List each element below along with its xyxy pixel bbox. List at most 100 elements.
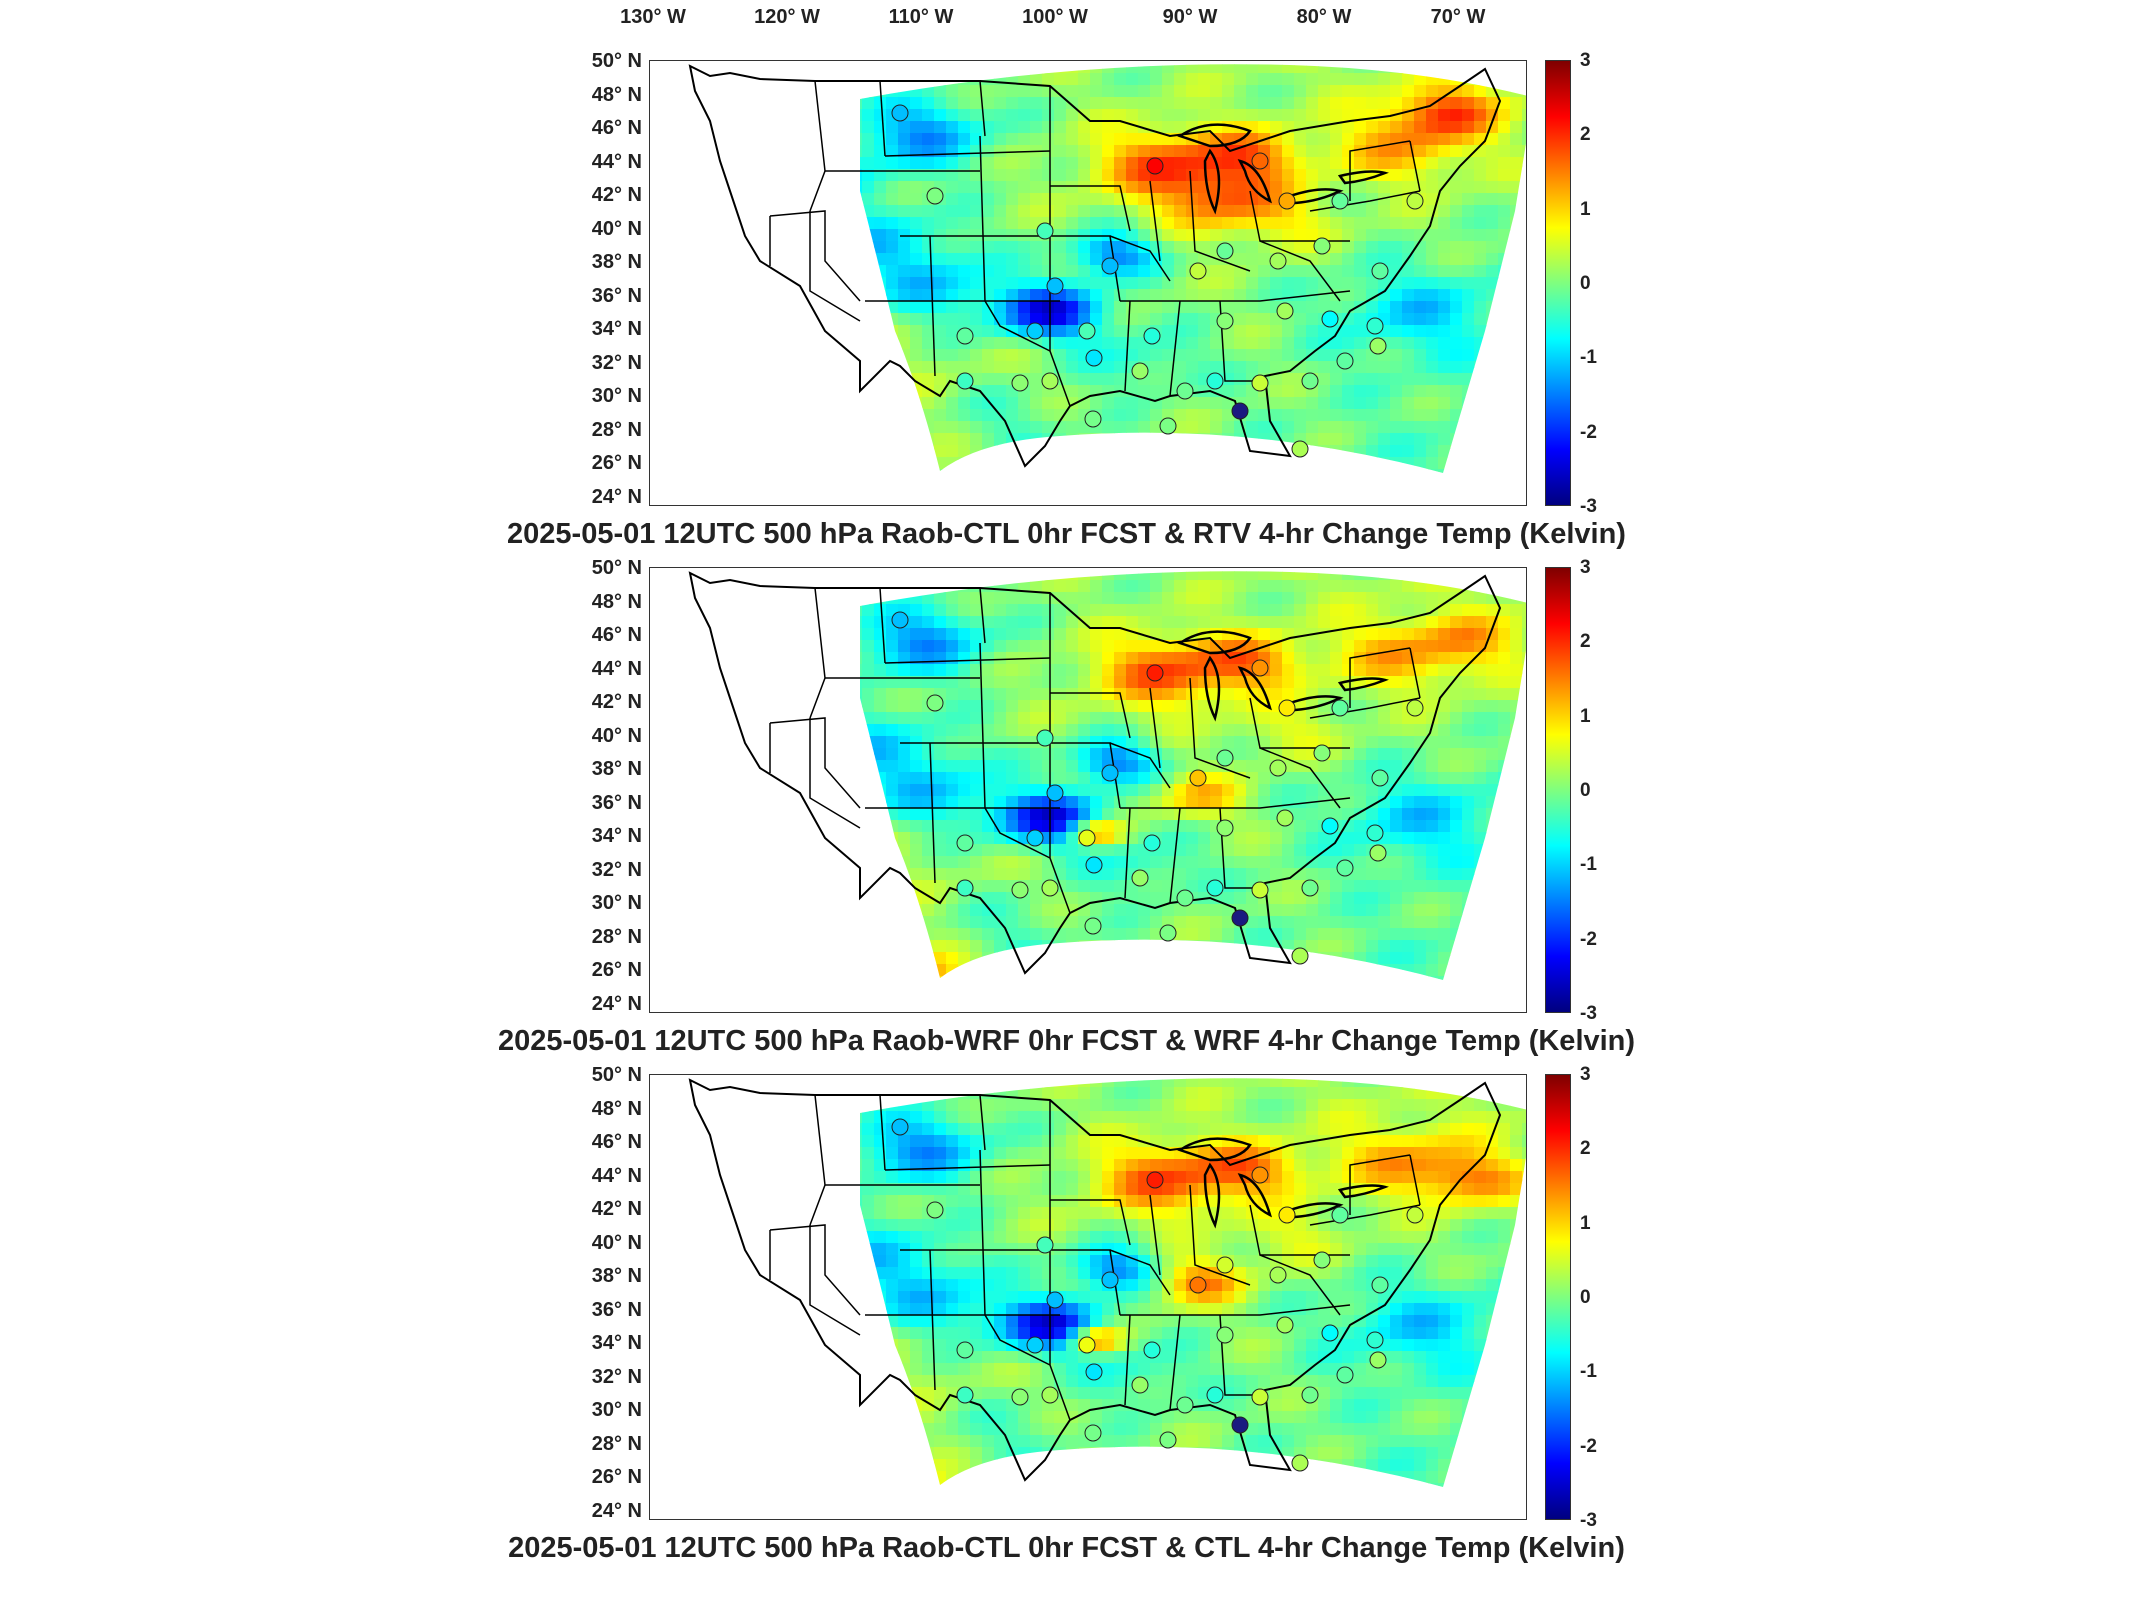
raob-station-marker — [1251, 659, 1269, 677]
colorbar-tick-label: -2 — [1580, 421, 1597, 443]
lat-label: 44° N — [591, 657, 642, 680]
raob-station-marker — [1231, 909, 1249, 927]
great-lake — [1237, 1173, 1272, 1218]
raob-station-marker — [1276, 809, 1294, 827]
raob-station-marker — [926, 1201, 944, 1219]
panel-title: 2025-05-01 12UTC 500 hPa Raob-WRF 0hr FC… — [497, 1025, 1636, 1057]
lat-label: 26° N — [591, 452, 642, 475]
lat-label: 32° N — [591, 1365, 642, 1388]
raob-station-marker — [1216, 749, 1234, 767]
state-border — [884, 657, 1051, 664]
lat-label: 30° N — [591, 892, 642, 915]
great-lake — [1287, 695, 1344, 712]
great-lake — [1337, 1184, 1389, 1199]
great-lake — [1203, 1162, 1221, 1229]
raob-station-marker — [1331, 699, 1349, 717]
lat-label: 30° N — [591, 1399, 642, 1422]
raob-station-marker — [926, 694, 944, 712]
lat-label: 40° N — [591, 1231, 642, 1254]
lon-label: 100° W — [1022, 6, 1088, 28]
raob-station-marker — [1366, 317, 1384, 335]
lat-label: 32° N — [591, 858, 642, 881]
raob-station-marker — [1321, 310, 1339, 328]
great-lake — [1177, 630, 1252, 655]
state-border — [1259, 1254, 1341, 1316]
lat-label: 44° N — [591, 1164, 642, 1187]
great-lake — [1237, 666, 1272, 711]
state-border — [1109, 1249, 1171, 1296]
raob-station-marker — [1011, 881, 1029, 899]
great-lake — [1203, 148, 1221, 215]
lat-label: 50° N — [591, 557, 642, 579]
colorbar-tick-label: -2 — [1580, 928, 1597, 950]
state-border — [1124, 1314, 1131, 1406]
lat-label: 36° N — [591, 284, 642, 307]
raob-station-marker — [1206, 879, 1224, 897]
great-lake — [1177, 1137, 1252, 1162]
state-border — [1409, 140, 1421, 192]
raob-station-marker — [1313, 744, 1331, 762]
state-border — [1149, 1194, 1161, 1276]
lon-label: 90° W — [1162, 6, 1218, 28]
raob-station-marker — [1216, 1326, 1234, 1344]
raob-station-marker — [1159, 417, 1177, 435]
raob-station-marker — [1078, 322, 1096, 340]
lat-label: 40° N — [591, 217, 642, 240]
raob-station-marker — [1231, 402, 1249, 420]
raob-station-marker — [1026, 829, 1044, 847]
raob-station-marker — [1321, 817, 1339, 835]
state-border — [1109, 742, 1171, 789]
raob-station-marker — [1189, 262, 1207, 280]
raob-station-marker — [1278, 192, 1296, 210]
field-cells — [860, 1078, 1526, 1487]
lat-label: 50° N — [591, 50, 642, 72]
state-border — [979, 587, 986, 644]
raob-station-marker — [1269, 1266, 1287, 1284]
raob-station-marker — [1371, 769, 1389, 787]
state-border — [1120, 797, 1351, 809]
raob-station-marker — [1041, 372, 1059, 390]
lon-label: 120° W — [754, 6, 820, 28]
lat-label: 38° N — [591, 758, 642, 781]
raob-station-marker — [1291, 1454, 1309, 1472]
map-panel: 50° N 48° N 46° N 44° N 42° N 40° N 38° N 36° N… — [0, 1064, 2133, 1584]
raob-station-marker — [1276, 302, 1294, 320]
raob-station-marker — [1206, 372, 1224, 390]
raob-station-marker — [1143, 327, 1161, 345]
raob-station-marker — [1084, 917, 1102, 935]
colorbar-tick-label: -1 — [1580, 854, 1597, 876]
lat-label: 26° N — [591, 1466, 642, 1489]
raob-station-marker — [956, 372, 974, 390]
raob-station-marker — [1251, 881, 1269, 899]
colorbar-tick-label: 2 — [1580, 631, 1591, 653]
raob-station-marker — [891, 104, 909, 122]
raob-station-marker — [1011, 1388, 1029, 1406]
longitude-labels: 130° W 120° W 110° W 100° W 90° W 80° W … — [0, 0, 2133, 40]
lat-label: 38° N — [591, 1265, 642, 1288]
state-border — [809, 587, 826, 719]
raob-station-marker — [1176, 889, 1194, 907]
raob-station-marker — [1216, 819, 1234, 837]
lon-label: 80° W — [1296, 6, 1352, 28]
raob-station-marker — [1101, 764, 1119, 782]
raob-station-marker — [956, 1386, 974, 1404]
raob-station-marker — [1143, 1341, 1161, 1359]
map-panel: 50° N 48° N 46° N 44° N 42° N 40° N 38° N 36° N… — [0, 50, 2133, 570]
panel-title: 2025-05-01 12UTC 500 hPa Raob-CTL 0hr FC… — [507, 518, 1626, 550]
raob-station-marker — [1159, 1431, 1177, 1449]
raob-station-marker — [1176, 382, 1194, 400]
raob-station-marker — [1078, 1336, 1096, 1354]
state-border — [1259, 240, 1341, 302]
state-border — [979, 135, 986, 302]
raob-station-marker — [1046, 1291, 1064, 1309]
colorbar-tick-label: 2 — [1580, 124, 1591, 146]
great-lake — [1237, 159, 1272, 204]
raob-station-marker — [1085, 856, 1103, 874]
state-border — [1309, 697, 1421, 719]
raob-station-marker — [1371, 1276, 1389, 1294]
map-frame — [649, 567, 1527, 1013]
state-border — [1149, 687, 1161, 769]
state-border — [929, 235, 936, 377]
lat-label: 48° N — [591, 590, 642, 613]
raob-station-marker — [1291, 947, 1309, 965]
